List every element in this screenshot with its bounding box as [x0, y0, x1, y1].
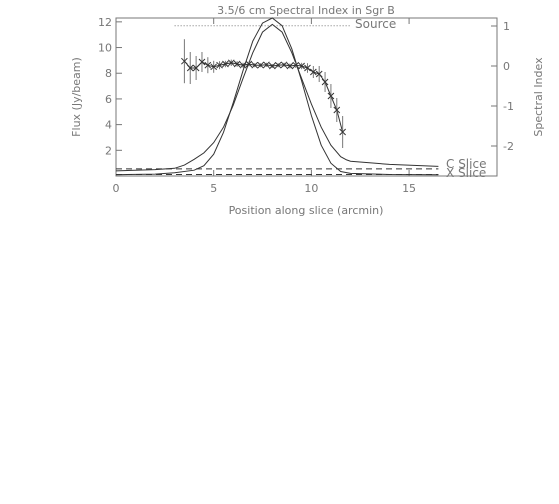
left-y-axis-label: Flux (Jy/beam)	[70, 57, 83, 137]
spectral-index-point	[274, 61, 282, 69]
left-y-tick-label: 4	[105, 119, 112, 132]
x-tick-label: 5	[210, 182, 217, 195]
left-y-tick-label: 10	[98, 42, 112, 55]
x-tick-label: 15	[402, 182, 416, 195]
spectral-index-point	[309, 68, 317, 76]
x-axis-label: Position along slice (arcmin)	[229, 204, 384, 217]
spectral-index-point	[333, 106, 341, 114]
spectral-index-point	[216, 61, 223, 69]
spectral-index-point	[286, 62, 294, 70]
c-slice-label: C Slice	[446, 157, 486, 171]
spectral-index-point	[198, 58, 206, 66]
x-tick-label: 0	[113, 182, 120, 195]
spectral-index-point	[298, 62, 305, 70]
spectral-index-point	[263, 61, 270, 69]
right-y-tick-label: -2	[503, 140, 514, 153]
flux-series-line-0	[115, 23, 439, 172]
spectral-index-point	[315, 70, 323, 78]
spectral-index-point	[227, 59, 235, 67]
spectral-index-point	[327, 92, 335, 100]
left-y-tick-label: 8	[105, 67, 112, 80]
plot-frame	[115, 17, 498, 177]
spectral-index-point	[304, 64, 311, 72]
right-y-axis-label: Spectral Index	[532, 57, 545, 137]
source-label: Source	[355, 17, 396, 31]
spectral-index-point	[186, 64, 194, 72]
spectral-index-point	[321, 78, 329, 86]
spectral-index-point	[192, 64, 200, 72]
left-y-tick-label: 2	[105, 144, 112, 157]
left-y-tick-label: 6	[105, 93, 112, 106]
spectral-index-point	[280, 61, 288, 69]
spectral-index-point	[339, 128, 346, 136]
flux-series-line-1	[115, 17, 439, 176]
spectral-index-point	[268, 62, 276, 70]
spectral-index-line	[184, 60, 344, 133]
x-tick-label: 10	[304, 182, 318, 195]
spectral-index-point	[292, 61, 300, 69]
spectral-index-point	[233, 60, 241, 68]
spectral-index-point	[204, 61, 212, 69]
right-y-tick-label: 0	[503, 60, 510, 73]
spectral-index-point	[239, 61, 247, 69]
spectral-index-point	[257, 61, 264, 69]
left-y-tick-label: 12	[98, 16, 112, 29]
x-slice-label: X Slice	[446, 166, 486, 180]
spectral-index-point	[181, 57, 188, 65]
right-y-tick-label: 1	[503, 20, 510, 33]
right-y-tick-label: -1	[503, 100, 514, 113]
spectral-index-point	[210, 63, 218, 71]
spectral-index-point	[222, 60, 229, 68]
chart-title: 3.5/6 cm Spectral Index in Sgr B	[217, 4, 395, 17]
spectral-index-point	[251, 61, 259, 69]
spectral-index-point	[245, 60, 253, 68]
